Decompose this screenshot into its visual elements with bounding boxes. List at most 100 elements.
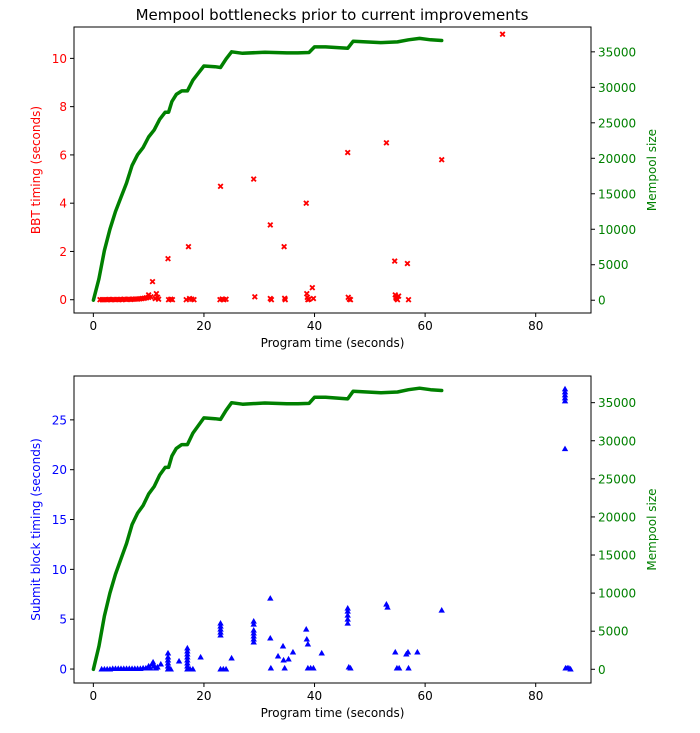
submit-block-timing-point bbox=[175, 657, 183, 664]
bbt-timing-point bbox=[153, 290, 160, 297]
submit-block-timing-point bbox=[347, 664, 354, 671]
y-tick-label-left: 20 bbox=[52, 463, 67, 477]
top-panel-frame bbox=[73, 26, 592, 314]
bbt-timing-point bbox=[155, 296, 162, 303]
submit-block-timing-point bbox=[281, 664, 288, 671]
bottom-y-ticks-left: 0 5 10 15 20 25 bbox=[52, 413, 74, 677]
submit-block-timing-point bbox=[561, 445, 569, 452]
bottom-panel-submit-block: 0 20 40 60 80 0 5 10 15 20 25 0 5000 10000 15000 2000… bbox=[29, 375, 659, 720]
submit-block-timing-point bbox=[217, 625, 224, 632]
bottom-x-axis-label: Program time (seconds) bbox=[261, 706, 405, 720]
y-tick-label-right: 5000 bbox=[598, 625, 629, 639]
top-panel-marks bbox=[91, 31, 506, 303]
submit-block-timing-point bbox=[395, 664, 403, 671]
submit-block-timing-point bbox=[189, 665, 197, 672]
bbt-timing-point bbox=[394, 296, 401, 303]
submit-block-timing-point bbox=[250, 635, 257, 642]
submit-block-timing-point bbox=[303, 625, 310, 632]
x-tick-label: 0 bbox=[90, 689, 98, 703]
y-tick-label-right: 15000 bbox=[598, 549, 636, 563]
bbt-timing-point bbox=[223, 296, 229, 303]
bbt-timing-point bbox=[191, 296, 197, 303]
submit-block-timing-point bbox=[250, 629, 257, 636]
submit-block-timing-point bbox=[567, 665, 574, 672]
submit-block-timing-point bbox=[197, 653, 204, 660]
top-x-ticks: 0 20 40 60 80 bbox=[90, 313, 543, 333]
y-tick-label-right: 30000 bbox=[598, 81, 636, 95]
y-tick-label-left: 0 bbox=[59, 663, 67, 677]
bbt-timing-point bbox=[145, 291, 152, 298]
submit-block-timing-point bbox=[344, 605, 351, 611]
bbt-timing-point bbox=[217, 183, 224, 190]
figure-title: Mempool bottlenecks prior to current imp… bbox=[136, 6, 529, 24]
submit-block-timing-point bbox=[561, 397, 569, 404]
submit-block-timing-point bbox=[304, 640, 312, 647]
bbt-timing-point bbox=[309, 284, 316, 291]
bbt-timing-point bbox=[404, 260, 411, 267]
mempool-size-line bbox=[91, 36, 444, 302]
submit-block-timing-point bbox=[184, 650, 191, 657]
submit-block-timing-point bbox=[164, 656, 172, 663]
bbt-timing-point bbox=[347, 296, 354, 303]
submit-block-timing-point bbox=[167, 665, 174, 672]
submit-block-timing-point bbox=[164, 653, 172, 660]
y-tick-label-right: 5000 bbox=[598, 258, 629, 272]
y-tick-label-right: 35000 bbox=[598, 396, 636, 410]
y-tick-label-left: 10 bbox=[52, 563, 67, 577]
y-tick-label-right: 15000 bbox=[598, 187, 636, 201]
bbt-timing-point bbox=[395, 293, 402, 300]
y-tick-label-left: 0 bbox=[59, 293, 67, 307]
bbt-timing-point bbox=[391, 258, 398, 265]
submit-block-timing-point bbox=[561, 385, 569, 392]
submit-block-timing-point bbox=[344, 616, 351, 622]
submit-block-timing-point bbox=[184, 659, 191, 666]
submit-block-timing-point bbox=[561, 391, 569, 398]
submit-block-timing-point bbox=[384, 604, 391, 610]
submit-block-timing-point bbox=[274, 652, 282, 659]
bbt-timing-point bbox=[405, 296, 412, 303]
bbt-timing-point bbox=[169, 296, 176, 303]
x-tick-label: 40 bbox=[307, 689, 322, 703]
submit-block-timing-point bbox=[414, 648, 421, 655]
submit-block-timing-point bbox=[344, 608, 351, 614]
x-tick-label: 0 bbox=[90, 319, 98, 333]
top-y-axis-label-left: BBT timing (seconds) bbox=[29, 106, 43, 234]
submit-block-timing-point bbox=[289, 648, 297, 655]
x-tick-label: 80 bbox=[528, 689, 543, 703]
bbt-timing-point bbox=[303, 200, 310, 207]
submit-block-timing-point bbox=[344, 619, 351, 626]
bbt-timing-point bbox=[250, 176, 257, 182]
bottom-y-axis-label-right: Mempool size bbox=[645, 488, 659, 570]
submit-block-timing-point bbox=[184, 647, 191, 654]
y-tick-label-left: 10 bbox=[52, 52, 67, 66]
submit-block-timing-point bbox=[147, 664, 154, 671]
submit-block-timing-point bbox=[222, 665, 230, 672]
y-tick-label-left: 6 bbox=[59, 148, 67, 162]
submit-block-timing-point bbox=[405, 664, 412, 671]
top-y-ticks-left: 0 2 4 6 8 10 bbox=[52, 52, 74, 307]
y-tick-label-right: 0 bbox=[598, 294, 606, 308]
submit-block-timing-point bbox=[267, 634, 274, 641]
submit-block-timing-point bbox=[250, 638, 257, 645]
submit-block-timing-point bbox=[438, 607, 445, 613]
top-y-axis-label-right: Mempool size bbox=[645, 129, 659, 211]
submit-block-timing-point bbox=[157, 660, 165, 667]
submit-block-timing-point bbox=[184, 653, 191, 660]
bottom-x-ticks: 0 20 40 60 80 bbox=[90, 683, 543, 703]
y-tick-label-right: 10000 bbox=[598, 587, 636, 601]
bbt-timing-point bbox=[383, 139, 390, 146]
y-tick-label-right: 25000 bbox=[598, 116, 636, 130]
submit-block-timing-point bbox=[184, 656, 191, 663]
submit-block-timing-point bbox=[285, 655, 292, 662]
submit-block-timing-point bbox=[303, 635, 310, 642]
y-tick-label-right: 30000 bbox=[598, 434, 636, 448]
submit-block-timing-point bbox=[561, 388, 569, 395]
y-tick-label-right: 35000 bbox=[598, 45, 636, 59]
bbt-timing-point bbox=[282, 296, 289, 303]
y-tick-label-left: 5 bbox=[59, 613, 67, 627]
bbt-timing-point bbox=[499, 31, 506, 38]
x-tick-label: 40 bbox=[307, 319, 322, 333]
y-tick-label-right: 25000 bbox=[598, 472, 636, 486]
